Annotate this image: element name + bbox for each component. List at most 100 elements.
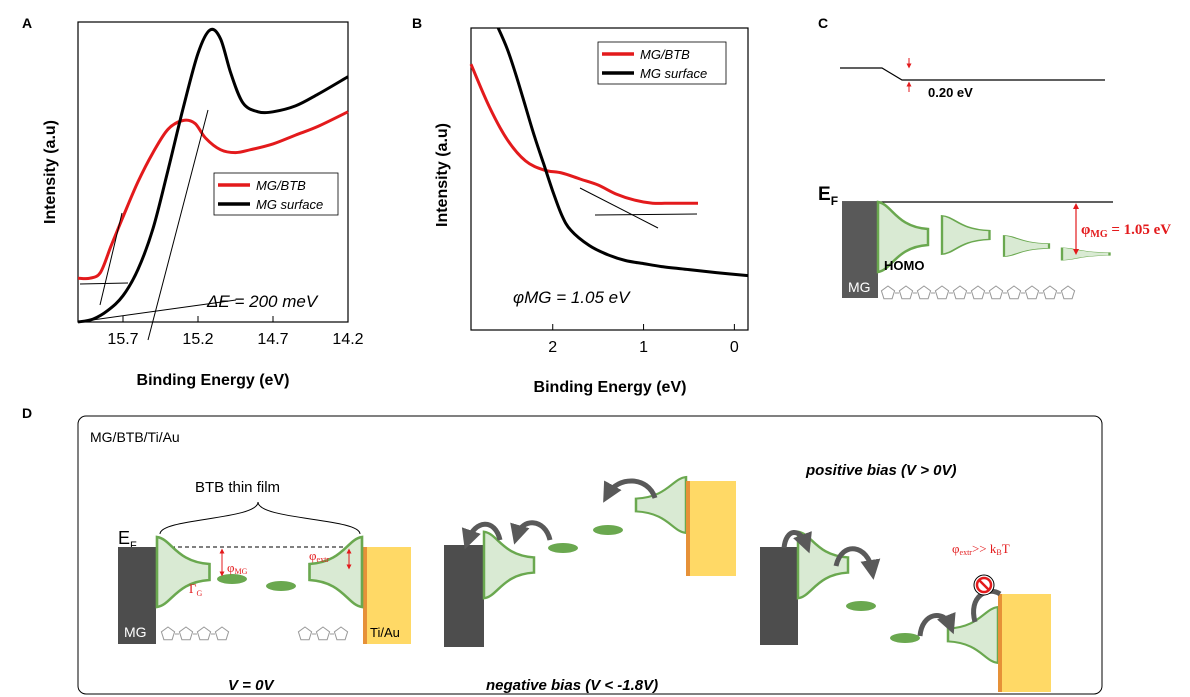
baseline-tangent-b — [594, 213, 698, 216]
molecule-ring — [1006, 285, 1022, 300]
barrier-condition-label: φextr>> kBT — [952, 541, 1010, 557]
molecular-level-neg-2 — [593, 525, 623, 535]
mg-label-d: MG — [124, 624, 147, 640]
tiau-electrode-neg — [686, 481, 736, 576]
hop-arrow-pos-1 — [781, 530, 812, 554]
panel-label-a: A — [22, 15, 32, 31]
edge-tangent-red — [99, 212, 123, 306]
homo-label: HOMO — [884, 258, 924, 273]
x-axis-label-b: Binding Energy (eV) — [534, 379, 687, 396]
panel-d-frame — [77, 415, 1103, 695]
molecule-ring — [214, 626, 230, 641]
legend-box-b — [597, 41, 727, 85]
hop-arrow-pos-2 — [833, 546, 881, 580]
molecular-level-pos-1 — [846, 601, 876, 611]
baseline-tangent-black — [77, 299, 237, 323]
molecule-ring — [178, 626, 194, 641]
molecule-ring — [934, 285, 950, 300]
molecular-level-2 — [266, 581, 296, 591]
tiau-electrode-pos — [998, 594, 1051, 692]
series-line-a-1 — [77, 27, 349, 324]
hop-arrow-pos-3 — [917, 611, 956, 637]
hop-arrow-neg-2 — [510, 520, 553, 545]
y-axis-label-a: Intensity (a.u) — [42, 120, 59, 224]
molecular-level-neg-1 — [548, 543, 578, 553]
mg-electrode-c — [842, 202, 878, 298]
btb-molecule-chain-d-left — [160, 626, 230, 641]
gamma-label-d: ΓG — [189, 581, 203, 598]
x-ticks-b: 2 1 0 — [548, 324, 739, 356]
device-title: MG/BTB/Ti/Au — [90, 429, 180, 445]
chart-panel-b: 2 1 0 MG/BTB MG surface φMG = 1.05 eV Bind… — [434, 27, 749, 396]
negative-bias-label: negative bias (V < -1.8V) — [486, 677, 658, 694]
y-axis-label-b: Intensity (a.u) — [434, 123, 451, 227]
tiau-electrode-d — [363, 547, 411, 644]
legend-entry-mg-btb-a: MG/BTB — [256, 178, 306, 193]
phi-label-c: φMG = 1.05 eV — [1081, 222, 1171, 240]
x-tick-label-b-1: 1 — [639, 339, 648, 356]
panel-label-b: B — [412, 15, 422, 31]
x-tick-label-a-1: 15.2 — [182, 331, 213, 348]
x-tick-label-a-2: 14.7 — [257, 331, 288, 348]
delta-label-c: 0.20 eV — [928, 85, 973, 100]
phi-extr-label-d: φextr — [309, 548, 329, 564]
molecule-ring — [970, 285, 986, 300]
molecule-ring — [160, 626, 176, 641]
prohibited-icon — [973, 574, 995, 596]
molecular-level-pos-2 — [890, 633, 920, 643]
panel-d-diagram: MG/BTB/Ti/Au BTB thin film EF MG Ti/Au φ… — [77, 415, 1103, 695]
molecule-ring — [898, 285, 914, 300]
series-group-a — [77, 27, 349, 324]
phi-mg-annotation-b: φMG = 1.05 eV — [513, 288, 631, 307]
x-tick-label-b-2: 0 — [730, 339, 739, 356]
tiau-edge-d — [363, 547, 367, 644]
tiau-label-d: Ti/Au — [370, 625, 400, 640]
panel-c-diagram: 0.20 eV EF MG φMG = 1.05 eV HOMO — [818, 58, 1171, 300]
legend-entry-mg-surface-a: MG surface — [256, 197, 323, 212]
molecule-ring — [1060, 285, 1076, 300]
molecule-ring — [952, 285, 968, 300]
tiau-edge-pos — [998, 594, 1002, 692]
btb-molecule-chain-d-right — [297, 626, 349, 641]
mg-electrode-d — [118, 547, 156, 644]
hop-arrow-neg-1 — [461, 521, 503, 550]
mg-label-c: MG — [848, 279, 871, 295]
molecule-ring — [297, 626, 313, 641]
molecule-ring — [916, 285, 932, 300]
legend-entry-mg-btb-b: MG/BTB — [640, 47, 690, 62]
molecule-ring — [196, 626, 212, 641]
mg-electrode-pos — [760, 547, 798, 645]
fermi-label-c: EF — [818, 184, 838, 208]
chart-panel-a: 15.7 15.2 14.7 14.2 MG/BTB MG surface ΔE = … — [42, 21, 364, 389]
plot-frame-a — [77, 21, 349, 323]
series-line-b-1 — [496, 27, 749, 278]
btb-molecule-chain-c — [880, 285, 1076, 300]
molecular-level-1 — [217, 574, 247, 584]
phi-mg-label-d: φMG — [227, 560, 248, 576]
mg-electrode-neg — [444, 545, 484, 647]
legend-entry-mg-surface-b: MG surface — [640, 66, 707, 81]
x-tick-label-a-3: 14.2 — [332, 331, 363, 348]
molecule-ring — [315, 626, 331, 641]
fermi-label-d: EF — [118, 528, 137, 552]
edge-tangent-b — [579, 187, 659, 229]
series-group-b — [469, 27, 749, 278]
homo-bump-neg-1 — [482, 530, 536, 600]
plot-frame-b — [470, 27, 749, 331]
homo-level-2 — [940, 214, 991, 256]
x-ticks-a: 15.7 15.2 14.7 14.2 — [107, 316, 364, 348]
series-line-a-0 — [77, 110, 349, 281]
zero-bias-label: V = 0V — [228, 677, 275, 694]
panel-label-d: D — [22, 405, 32, 421]
x-tick-label-a-0: 15.7 — [107, 331, 138, 348]
legend-box-a — [213, 172, 339, 216]
hop-arrow-neg-3 — [603, 478, 658, 503]
molecule-ring — [333, 626, 349, 641]
blocked-hop-arrow — [971, 588, 1002, 623]
molecule-ring — [880, 285, 896, 300]
edge-tangent-black — [147, 109, 209, 341]
film-brace — [159, 501, 361, 535]
baseline-tangent-red — [79, 282, 129, 285]
x-axis-label-a: Binding Energy (eV) — [137, 372, 290, 389]
